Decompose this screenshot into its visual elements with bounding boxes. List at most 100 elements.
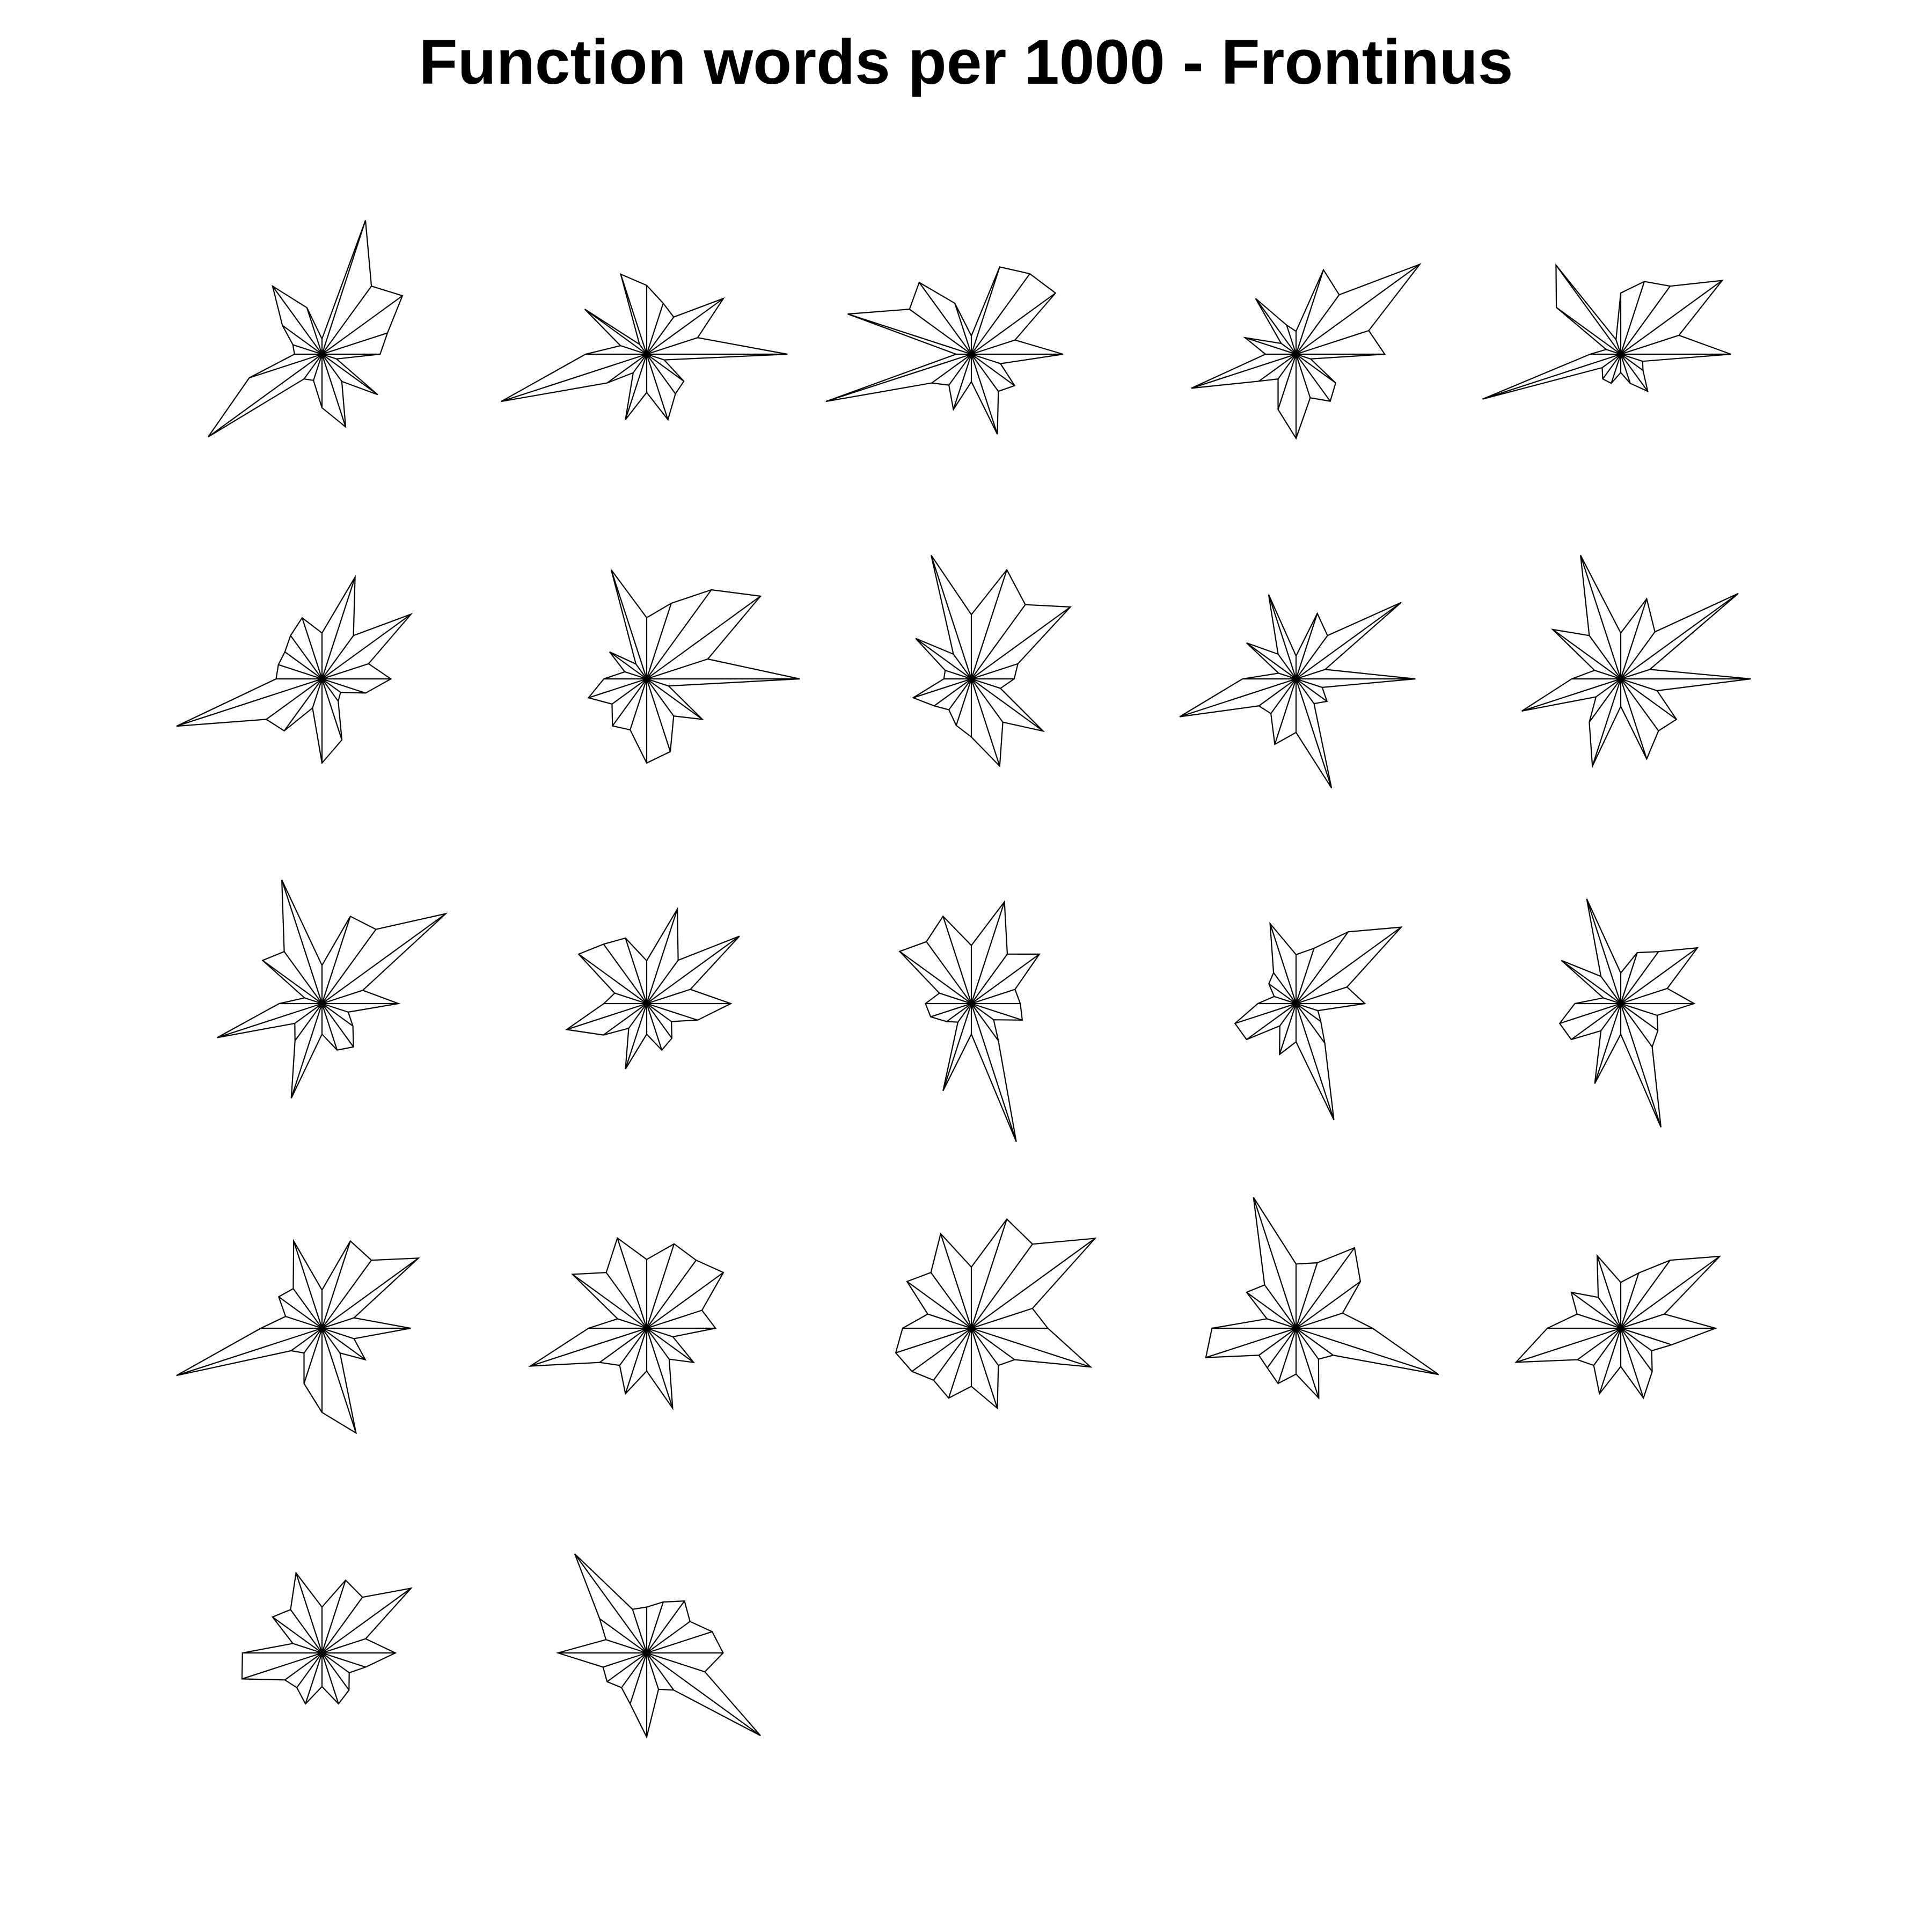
star-20-spoke-10 (1577, 1313, 1621, 1329)
star-8-spoke-8 (953, 654, 972, 679)
star-3-spoke-5 (970, 267, 1000, 355)
star-14-spoke-20 (1296, 1002, 1319, 1012)
star-16-spoke-3 (321, 1257, 419, 1329)
star-13-spoke-15 (942, 1003, 972, 1091)
star-5-spoke-9 (1556, 307, 1621, 355)
star-14-outline (1234, 921, 1403, 1121)
star-10-spoke-3 (1620, 593, 1739, 679)
star-21-spoke-8 (290, 1609, 323, 1653)
star-5-spoke-4 (1620, 286, 1671, 355)
star-17-spoke-4 (646, 1260, 697, 1329)
star-glyph-9 (1179, 594, 1416, 788)
star-glyph-1 (207, 220, 404, 438)
star-15-spoke-18 (1620, 1003, 1653, 1048)
star-6-spoke-10 (278, 664, 323, 680)
star-10-spoke-13 (1596, 678, 1621, 698)
star-9-spoke-10 (1278, 672, 1297, 680)
star-5-spoke-2 (1620, 334, 1679, 355)
star-15-spoke-9 (1561, 960, 1621, 1004)
star-3-spoke-4 (971, 273, 1030, 355)
star-19-spoke-9 (1246, 1292, 1297, 1329)
star-18-spoke-12 (895, 1327, 972, 1353)
star-5-outline (1482, 263, 1731, 400)
star-4-spoke-4 (1296, 294, 1340, 355)
star-13-outline (898, 900, 1041, 1142)
star-19-spoke-7 (1253, 1197, 1297, 1329)
star-13-spoke-8 (926, 941, 972, 1004)
star-glyph-3 (825, 266, 1064, 435)
star-4-spoke-18 (1296, 354, 1331, 402)
star-22-spoke-14 (621, 1652, 647, 1688)
star-10-spoke-9 (1552, 629, 1621, 679)
star-14-spoke-17 (1295, 1003, 1335, 1121)
star-21-spoke-20 (321, 1652, 366, 1668)
star-19-spoke-20 (1296, 1327, 1439, 1375)
star-3-spoke-10 (847, 313, 972, 355)
star-9-spoke-17 (1295, 678, 1333, 788)
star-glyph-5 (1482, 263, 1731, 400)
star-4-spoke-17 (1295, 354, 1311, 398)
star-1-outline (207, 220, 404, 438)
star-11-spoke-12 (217, 1002, 323, 1038)
star-glyph-8 (912, 554, 1072, 768)
star-17-spoke-7 (617, 1238, 648, 1329)
star-4-spoke-7 (1286, 325, 1297, 355)
star-9-spoke-5 (1295, 613, 1318, 679)
star-9-spoke-7 (1268, 594, 1297, 679)
star-2-spoke-17 (646, 354, 669, 420)
star-4-spoke-9 (1280, 343, 1297, 355)
star-18-spoke-8 (930, 1272, 972, 1329)
star-18-spoke-17 (970, 1328, 998, 1409)
star-21-spoke-3 (321, 1587, 412, 1653)
star-17-spoke-19 (646, 1328, 694, 1363)
star-19-spoke-5 (1295, 1262, 1318, 1329)
star-14-spoke-5 (1295, 948, 1315, 1004)
star-12-spoke-2 (646, 989, 691, 1005)
star-16-spoke-4 (321, 1260, 372, 1329)
star-17-spoke-18 (646, 1328, 670, 1360)
star-16-spoke-2 (321, 1317, 354, 1329)
star-11-spoke-17 (321, 1003, 338, 1051)
star-12-spoke-15 (625, 1003, 648, 1070)
star-2-outline (501, 273, 788, 421)
chart-title: Function words per 1000 - Frontinus (419, 27, 1513, 98)
star-11-spoke-20 (321, 1002, 349, 1013)
star-18-spoke-15 (948, 1328, 972, 1399)
star-glyph-22 (555, 1553, 761, 1739)
star-6-spoke-2 (321, 663, 369, 680)
star-10-spoke-4 (1620, 631, 1656, 679)
star-16-spoke-17 (321, 1328, 357, 1433)
star-1-spoke-10 (292, 344, 323, 355)
star-9-spoke-3 (1296, 602, 1402, 679)
star-11-outline (217, 880, 448, 1099)
star-5-spoke-13 (1601, 354, 1621, 368)
star-3-spoke-17 (970, 354, 998, 435)
star-15-spoke-8 (1600, 976, 1621, 1004)
star-18-spoke-10 (927, 1313, 972, 1329)
star-20-spoke-7 (1596, 1255, 1622, 1329)
star-12-spoke-18 (646, 1003, 672, 1039)
star-21-spoke-10 (292, 1643, 323, 1654)
star-20-spoke-12 (1516, 1327, 1621, 1363)
star-5-spoke-3 (1620, 280, 1723, 355)
star-8-spoke-13 (934, 678, 972, 707)
star-22-spoke-18 (646, 1652, 675, 1690)
star-8-spoke-10 (945, 670, 972, 680)
star-2-spoke-19 (646, 354, 684, 382)
star-9-spoke-9 (1246, 642, 1297, 679)
star-17-spoke-14 (619, 1328, 647, 1366)
star-8-spoke-7 (931, 555, 972, 679)
star-20-spoke-9 (1571, 1292, 1621, 1329)
star-14-spoke-12 (1234, 1002, 1297, 1024)
star-22-spoke-5 (646, 1601, 664, 1653)
star-21-spoke-2 (321, 1638, 366, 1654)
star-8-spoke-18 (971, 678, 1004, 723)
star-22-spoke-12 (603, 1652, 647, 1668)
star-22-spoke-17 (646, 1652, 660, 1690)
star-21-spoke-18 (321, 1652, 350, 1690)
star-17-spoke-20 (646, 1327, 674, 1337)
star-16-spoke-8 (292, 1288, 323, 1329)
star-5-spoke-14 (1602, 354, 1621, 379)
star-11-spoke-9 (262, 960, 323, 1004)
star-9-outline (1179, 594, 1416, 788)
